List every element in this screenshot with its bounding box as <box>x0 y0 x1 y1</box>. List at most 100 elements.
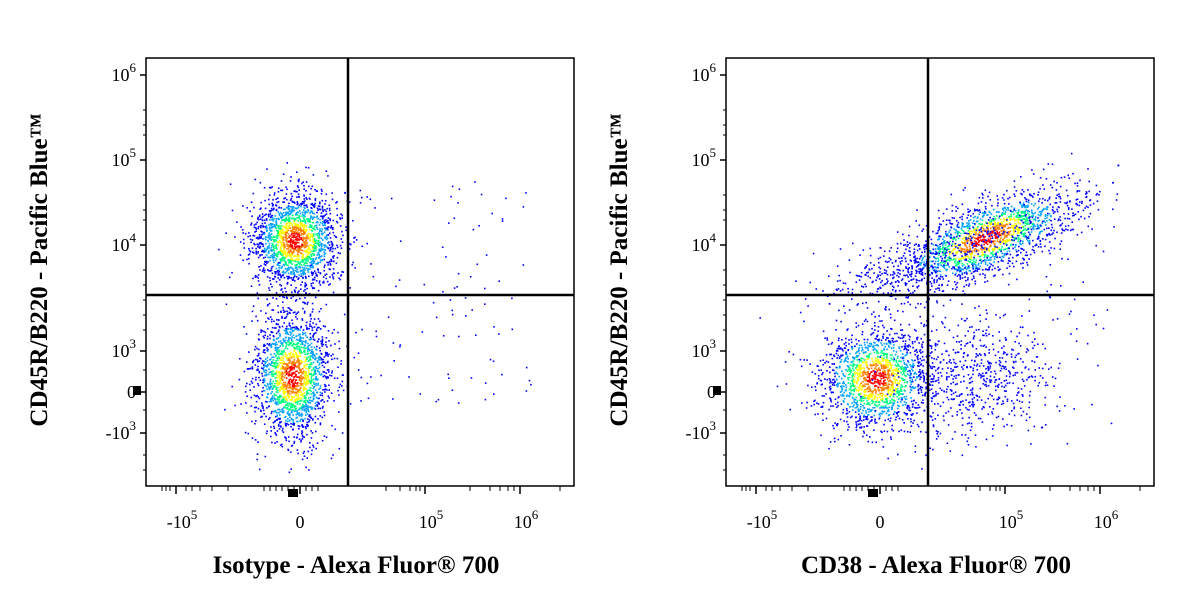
event-dot <box>274 244 277 247</box>
event-dot <box>907 269 909 271</box>
event-dot <box>310 226 313 229</box>
event-dot <box>276 419 279 421</box>
event-dot <box>292 228 294 231</box>
event-dot <box>256 243 258 245</box>
event-dot <box>336 214 339 216</box>
event-dot <box>305 411 308 414</box>
event-dot <box>317 361 319 363</box>
event-dot <box>989 237 992 240</box>
event-dot <box>311 260 314 262</box>
event-dot <box>311 432 314 434</box>
event-dot <box>1050 229 1052 232</box>
event-dot <box>312 418 314 420</box>
event-dot <box>280 366 283 369</box>
event-dot <box>260 329 262 331</box>
event-dot <box>281 219 283 222</box>
event-dot <box>269 186 271 189</box>
event-dot <box>1046 234 1048 237</box>
event-dot <box>309 221 312 223</box>
event-dot <box>301 249 304 252</box>
event-dot <box>361 245 363 248</box>
event-dot <box>282 301 284 303</box>
event-dot <box>1022 222 1025 225</box>
event-dot <box>332 353 334 356</box>
event-dot <box>276 353 279 355</box>
event-dot <box>304 356 306 359</box>
event-dot <box>324 214 326 216</box>
event-dot <box>891 295 893 298</box>
event-dot <box>1008 222 1011 224</box>
event-dot <box>267 234 270 236</box>
event-dot <box>1081 202 1083 204</box>
event-dot <box>269 277 271 279</box>
event-dot <box>907 263 910 266</box>
event-dot <box>311 204 314 206</box>
event-dot <box>287 221 290 223</box>
event-dot <box>273 327 276 329</box>
event-dot <box>325 337 328 339</box>
event-dot <box>298 425 301 428</box>
event-dot <box>313 407 316 409</box>
event-dot <box>260 237 262 239</box>
event-dot <box>327 264 329 266</box>
event-dot <box>301 409 303 411</box>
event-dot <box>942 252 945 255</box>
event-dot <box>311 351 314 353</box>
left-y-axis-label: CD45R/B220 - Pacific Blue™ <box>26 113 53 427</box>
event-dot <box>311 408 313 410</box>
event-dot <box>352 261 354 264</box>
event-dot <box>297 271 299 273</box>
event-dot <box>296 449 299 451</box>
event-dot <box>269 371 272 373</box>
event-dot <box>257 354 260 357</box>
event-dot <box>936 232 939 234</box>
event-dot <box>288 311 291 314</box>
event-dot <box>297 261 299 263</box>
event-dot <box>305 166 307 169</box>
event-dot <box>961 272 963 275</box>
event-dot <box>295 299 298 301</box>
event-dot <box>1007 207 1009 209</box>
event-dot <box>336 357 339 360</box>
event-dot <box>277 263 279 266</box>
left-panel: 106 105 104 103 0 -103 -105 0 105 106 CD45R/B220 … <box>26 57 575 579</box>
event-dot <box>274 275 276 278</box>
event-dot <box>311 369 313 372</box>
event-dot <box>306 379 308 381</box>
event-dot <box>272 339 275 341</box>
event-dot <box>329 276 331 278</box>
event-dot <box>276 414 278 417</box>
event-dot <box>303 312 306 314</box>
event-dot <box>302 268 305 271</box>
event-dot <box>325 375 327 378</box>
event-dot <box>298 238 301 241</box>
event-dot <box>332 268 335 270</box>
event-dot <box>307 418 309 420</box>
event-dot <box>331 245 334 247</box>
event-dot <box>302 225 304 228</box>
event-dot <box>276 248 278 250</box>
event-dot <box>339 225 342 227</box>
event-dot <box>304 387 307 390</box>
event-dot <box>393 360 395 362</box>
event-dot <box>293 245 296 248</box>
event-dot <box>273 397 276 399</box>
event-dot <box>273 261 275 264</box>
event-dot <box>293 442 295 444</box>
event-dot <box>975 241 977 243</box>
event-dot <box>270 247 273 249</box>
event-dot <box>300 249 302 251</box>
event-dot <box>323 258 325 261</box>
event-dot <box>325 344 327 346</box>
event-dot <box>334 247 337 250</box>
event-dot <box>269 334 271 336</box>
event-dot <box>999 218 1002 221</box>
event-dot <box>303 397 306 399</box>
event-dot <box>1032 218 1035 221</box>
event-dot <box>281 399 284 401</box>
event-dot <box>1033 223 1035 226</box>
event-dot <box>295 233 297 235</box>
event-dot <box>471 309 473 311</box>
event-dot <box>291 360 294 363</box>
event-dot <box>303 198 306 200</box>
